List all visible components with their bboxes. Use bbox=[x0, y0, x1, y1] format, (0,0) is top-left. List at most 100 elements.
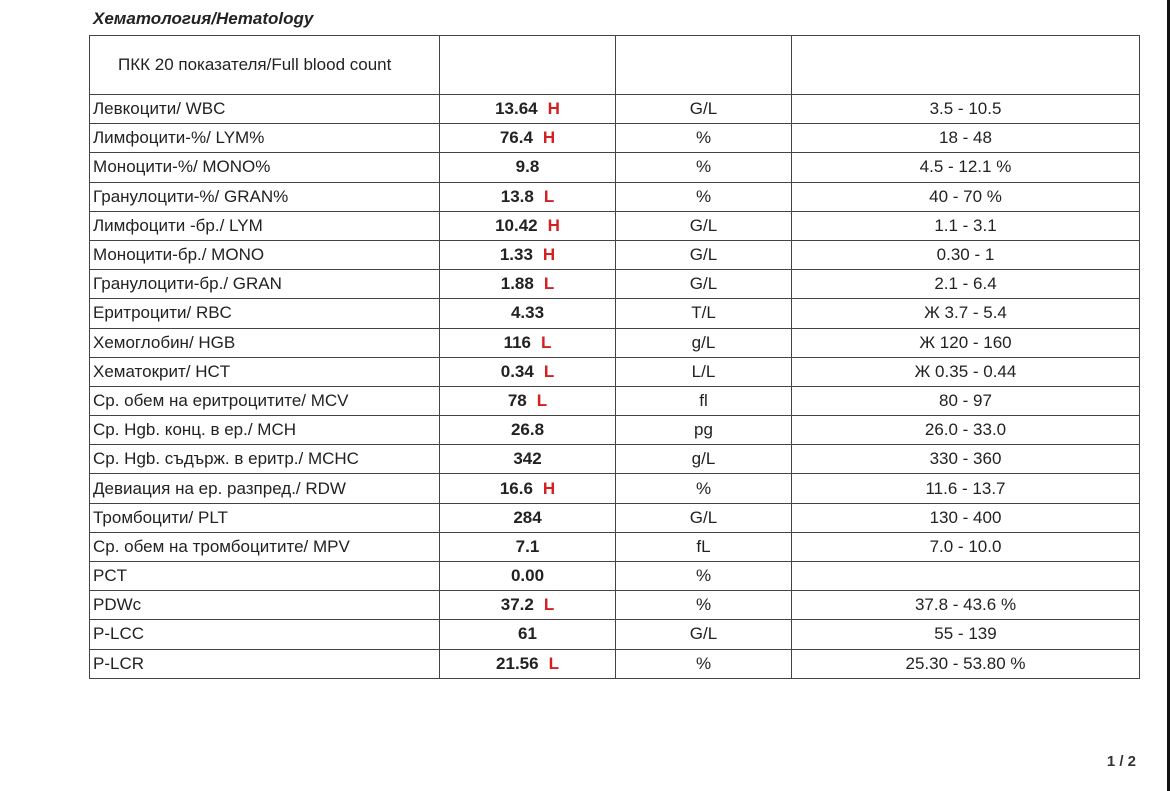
unit: G/L bbox=[615, 93, 792, 125]
test-name: Лимфоцити-%/ LYM% bbox=[89, 123, 440, 154]
result-value: 0.34 bbox=[500, 361, 534, 381]
section-title: Хематология/Hematology bbox=[93, 9, 314, 28]
result-flag: H bbox=[542, 478, 556, 498]
table-header-row: ПКК 20 показателя/Full blood count bbox=[89, 35, 1140, 95]
test-name: Гранулоцити-%/ GRAN% bbox=[89, 181, 440, 212]
result-flag: H bbox=[547, 215, 560, 235]
reference-range: Ж 120 - 160 bbox=[791, 327, 1140, 358]
test-name: Ср. обем на еритроцитите/ MCV bbox=[89, 385, 440, 417]
test-name: PDWc bbox=[89, 590, 440, 621]
test-name: P-LCC bbox=[89, 619, 440, 650]
result-flag: L bbox=[543, 186, 555, 206]
result-value: 9.8 bbox=[515, 157, 540, 177]
test-name: Моноцити-%/ MONO% bbox=[89, 152, 440, 183]
test-name: Гранулоцити-бр./ GRAN bbox=[89, 269, 440, 300]
page-edge bbox=[1167, 0, 1170, 791]
reference-range: 18 - 48 bbox=[791, 123, 1140, 154]
unit: % bbox=[615, 152, 792, 183]
result-value: 76.4 bbox=[499, 128, 533, 148]
table-row: Тромбоцити/ PLT 284 G/L 130 - 400 bbox=[89, 502, 1140, 533]
reference-range: 130 - 400 bbox=[791, 502, 1140, 533]
test-name: Ср. Hgb. конц. в ер./ MCH bbox=[89, 415, 440, 446]
result-cell: 342 bbox=[439, 444, 616, 475]
reference-range: 3.5 - 10.5 bbox=[791, 93, 1140, 125]
reference-range: 25.30 - 53.80 % bbox=[791, 648, 1140, 679]
result-cell: 1.88 L bbox=[439, 269, 616, 300]
result-flag: L bbox=[541, 332, 552, 352]
table-row: Ср. Hgb. съдърж. в еритр./ MCHC 342 g/L 330… bbox=[89, 444, 1140, 475]
result-cell: 13.64 H bbox=[439, 93, 616, 125]
result-value: 4.33 bbox=[510, 303, 545, 323]
table-header-label: ПКК 20 показателя/Full blood count bbox=[118, 55, 392, 74]
table-row: Моноцити-%/ MONO% 9.8% 4.5 - 12.1 % bbox=[89, 152, 1140, 183]
unit: G/L bbox=[615, 269, 792, 300]
reference-range: 37.8 - 43.6 % bbox=[791, 590, 1140, 621]
table-row: Хематокрит/ HCT 0.34 L L/L Ж 0.35 - 0.44 bbox=[89, 356, 1140, 387]
unit: fL bbox=[615, 531, 792, 563]
unit: G/L bbox=[615, 239, 792, 271]
result-cell: 16.6 H bbox=[439, 473, 616, 504]
unit: % bbox=[615, 648, 792, 679]
unit: % bbox=[615, 590, 792, 621]
test-name: Тромбоцити/ PLT bbox=[89, 502, 440, 533]
result-value: 37.2 bbox=[500, 595, 534, 615]
result-value: 0.00 bbox=[510, 566, 545, 586]
header-cell: ПКК 20 показателя/Full blood count bbox=[89, 35, 440, 95]
unit: % bbox=[615, 181, 792, 212]
reference-range: 330 - 360 bbox=[791, 444, 1140, 475]
reference-range: 11.6 - 13.7 bbox=[791, 473, 1140, 504]
result-value: 61 bbox=[518, 624, 537, 644]
result-value: 78 bbox=[507, 390, 527, 410]
result-flag: L bbox=[536, 390, 548, 410]
reference-range: 1.1 - 3.1 bbox=[791, 210, 1140, 241]
result-cell: 1.33 H bbox=[439, 239, 616, 271]
result-flag: H bbox=[547, 99, 560, 119]
table-row: Ср. обем на тромбоцитите/ MPV 7.1 fL 7.0 - … bbox=[89, 531, 1140, 563]
result-value: 10.42 bbox=[495, 215, 538, 235]
table-row: Моноцити-бр./ MONO 1.33 H G/L 0.30 - 1 bbox=[89, 239, 1140, 271]
result-value: 13.64 bbox=[495, 99, 538, 119]
reference-range: 4.5 - 12.1 % bbox=[791, 152, 1140, 183]
reference-range: 26.0 - 33.0 bbox=[791, 415, 1140, 446]
result-flag: L bbox=[543, 595, 555, 615]
unit: % bbox=[615, 473, 792, 504]
test-name: Моноцити-бр./ MONO bbox=[89, 239, 440, 271]
result-cell: 21.56 L bbox=[439, 648, 616, 679]
unit: g/L bbox=[615, 444, 792, 475]
table-row: Левкоцити/ WBC 13.64 H G/L 3.5 - 10.5 bbox=[89, 93, 1140, 125]
reference-range: Ж 3.7 - 5.4 bbox=[791, 298, 1140, 329]
test-name: P-LCR bbox=[89, 648, 440, 679]
result-cell: 78 L bbox=[439, 385, 616, 417]
result-value: 7.1 bbox=[515, 536, 540, 556]
reference-range: Ж 0.35 - 0.44 bbox=[791, 356, 1140, 387]
reference-range bbox=[791, 560, 1140, 592]
test-name: Ср. Hgb. съдърж. в еритр./ MCHC bbox=[89, 444, 440, 475]
hematology-table: ПКК 20 показателя/Full blood count Левко… bbox=[89, 35, 1140, 679]
result-cell: 37.2 L bbox=[439, 590, 616, 621]
test-name: Ср. обем на тромбоцитите/ MPV bbox=[89, 531, 440, 563]
table-row: Девиация на ер. разпред./ RDW 16.6 H% 11.6 … bbox=[89, 473, 1140, 504]
result-value: 16.6 bbox=[499, 478, 533, 498]
test-name: Хемоглобин/ HGB bbox=[89, 327, 440, 358]
table-row: Гранулоцити-%/ GRAN% 13.8 L% 40 - 70 % bbox=[89, 181, 1140, 212]
result-value: 26.8 bbox=[510, 420, 545, 440]
result-value: 284 bbox=[513, 507, 542, 527]
test-name: Левкоцити/ WBC bbox=[89, 93, 440, 125]
result-flag: L bbox=[543, 274, 555, 294]
result-flag: L bbox=[543, 361, 555, 381]
test-name: Девиация на ер. разпред./ RDW bbox=[89, 473, 440, 504]
result-cell: 0.00 bbox=[439, 560, 616, 592]
result-cell: 61 bbox=[439, 619, 616, 650]
page-number: 1 / 2 bbox=[1106, 753, 1136, 770]
result-cell: 7.1 bbox=[439, 531, 616, 563]
reference-range: 55 - 139 bbox=[791, 619, 1140, 650]
unit: g/L bbox=[615, 327, 792, 358]
unit: T/L bbox=[615, 298, 792, 329]
unit: fl bbox=[615, 385, 792, 417]
reference-range: 80 - 97 bbox=[791, 385, 1140, 417]
result-cell: 10.42 H bbox=[439, 210, 616, 241]
table-row: Ср. Hgb. конц. в ер./ MCH 26.8 pg 26.0 - 33… bbox=[89, 415, 1140, 446]
result-value: 13.8 bbox=[500, 186, 534, 206]
unit: pg bbox=[615, 415, 792, 446]
